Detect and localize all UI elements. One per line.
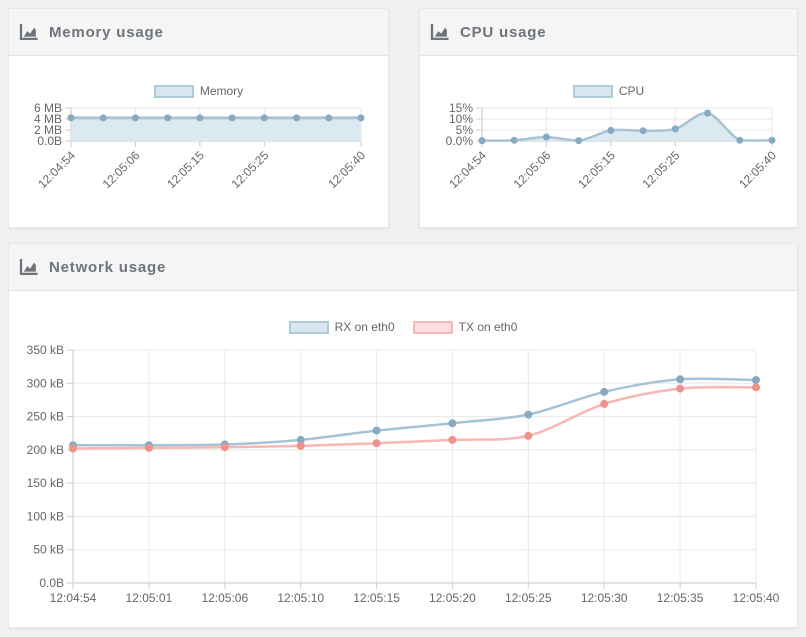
rx-on-eth0-data-point: [372, 426, 381, 435]
cpu-data-point: [639, 127, 647, 135]
x-tick-label: 12:04:54: [446, 148, 489, 191]
memory-data-point: [67, 114, 75, 122]
y-tick-label: 50 kB: [33, 543, 64, 557]
y-tick-label: 4 MB: [34, 112, 62, 126]
y-tick-label: 2 MB: [34, 123, 62, 137]
rx-on-eth0-series-line: [71, 377, 758, 447]
cpu-data-point: [542, 133, 550, 141]
x-tick-label: 12:05:06: [100, 148, 143, 191]
network-panel-header: Network usage: [9, 244, 797, 291]
x-tick-label: 12:05:25: [639, 148, 682, 191]
rx-on-eth0-data-point: [524, 410, 533, 419]
cpu-panel-header: CPU usage: [420, 9, 797, 56]
memory-data-point: [228, 114, 236, 122]
rx-on-eth0-data-point: [448, 419, 457, 428]
panel-title: Network usage: [49, 258, 167, 276]
memory-data-point: [99, 114, 107, 122]
x-tick-label: 12:05:40: [736, 148, 779, 191]
cpu-data-point: [510, 136, 518, 144]
cpu-series-area: [482, 112, 772, 141]
tx-on-eth0-data-point: [69, 444, 77, 453]
cpu-series-line: [480, 111, 774, 142]
tx-on-eth0-data-point: [600, 399, 609, 408]
cpu-data-point: [768, 136, 776, 144]
memory-series-area: [71, 117, 361, 141]
tx-on-eth0-data-point: [676, 384, 685, 393]
x-tick-label: 12:05:40: [733, 591, 780, 605]
cpu-data-point: [736, 136, 744, 144]
cpu-data-point: [671, 125, 679, 133]
panel-title: Memory usage: [49, 23, 164, 41]
y-tick-label: 5%: [456, 123, 474, 137]
y-tick-label: 150 kB: [27, 476, 64, 490]
memory-data-point: [293, 114, 301, 122]
network-usage-chart[interactable]: 0.0B 50 kB 100 kB 150 kB 200 kB 250 kB 300 kB 3…: [9, 292, 797, 628]
x-tick-label: 12:05:25: [228, 148, 271, 191]
memory-data-point: [164, 114, 172, 122]
cpu-data-point: [478, 137, 486, 145]
x-tick-label: 12:04:54: [35, 148, 78, 191]
x-tick-label: 12:05:01: [126, 591, 173, 605]
x-tick-label: 12:05:15: [164, 148, 207, 191]
x-tick-label: 12:05:15: [353, 591, 400, 605]
x-tick-label: 12:05:30: [581, 591, 628, 605]
area-chart-icon: [19, 24, 38, 40]
tx-on-eth0-data-point: [372, 439, 381, 448]
x-tick-label: 12:05:06: [201, 591, 248, 605]
y-tick-label: 200 kB: [27, 443, 64, 457]
x-tick-label: 12:05:20: [429, 591, 476, 605]
y-tick-label: 100 kB: [27, 509, 64, 523]
x-tick-label: 12:05:35: [657, 591, 704, 605]
tx-on-eth0-data-point: [448, 435, 457, 444]
cpu-usage-panel: CPU usage CPU 0.0% 5% 10% 15% 12:04:54 12:05:…: [419, 8, 798, 228]
tx-on-eth0-data-point: [296, 441, 305, 450]
cpu-data-point: [575, 137, 583, 145]
network-chart-body: RX on eth0 TX on eth0 0.0B 50 kB 100 kB 150 …: [9, 292, 797, 627]
area-chart-icon: [430, 24, 449, 40]
rx-on-eth0-data-point: [676, 375, 685, 384]
y-tick-label: 0.0B: [37, 134, 62, 148]
memory-chart-body: Memory 0.0B 2 MB 4 MB 6 MB 12:04:54 12:05:06 1…: [9, 57, 388, 227]
memory-usage-chart[interactable]: 0.0B2 MB4 MB6 MB 12:04:54 12:05:06 12:05:15…: [9, 57, 388, 229]
memory-data-point: [131, 114, 139, 122]
tx-on-eth0-data-point: [524, 431, 533, 440]
y-tick-label: 350 kB: [27, 343, 64, 357]
tx-on-eth0-series-line: [71, 385, 758, 450]
memory-data-point: [260, 114, 268, 122]
memory-data-point: [357, 114, 365, 122]
y-tick-label: 0.0B: [39, 576, 64, 590]
rx-on-eth0-data-point: [600, 387, 609, 396]
memory-data-point: [325, 114, 333, 122]
panel-title: CPU usage: [460, 23, 547, 41]
x-tick-label: 12:05:10: [277, 591, 324, 605]
cpu-data-point: [607, 126, 615, 134]
y-tick-label: 10%: [449, 112, 473, 126]
y-tick-label: 0.0%: [446, 134, 474, 148]
x-tick-label: 12:05:06: [511, 148, 554, 191]
cpu-chart-body: CPU 0.0% 5% 10% 15% 12:04:54 12:05:06 12:05:15…: [420, 57, 797, 227]
memory-panel-header: Memory usage: [9, 9, 388, 56]
memory-usage-panel: Memory usage Memory 0.0B 2 MB 4 MB 6 MB 12:0…: [8, 8, 389, 228]
tx-on-eth0-data-point: [144, 443, 153, 452]
rx-on-eth0-data-point: [296, 435, 305, 444]
x-tick-label: 12:05:40: [325, 148, 368, 191]
y-tick-label: 250 kB: [27, 410, 64, 424]
cpu-usage-chart[interactable]: 0.0%5%10%15% 12:04:54 12:05:06 12:05:15 12:0…: [420, 57, 797, 229]
rx-on-eth0-data-point: [752, 376, 760, 384]
memory-data-point: [196, 114, 204, 122]
x-tick-label: 12:05:15: [575, 148, 618, 191]
tx-on-eth0-data-point: [220, 443, 229, 452]
y-tick-label: 15%: [449, 101, 473, 115]
x-tick-label: 12:04:54: [50, 591, 97, 605]
x-tick-label: 12:05:25: [505, 591, 552, 605]
network-usage-panel: Network usage RX on eth0 TX on eth0 0.0B 5…: [8, 243, 798, 628]
cpu-data-point: [704, 109, 712, 117]
y-tick-label: 300 kB: [27, 376, 64, 390]
y-tick-label: 6 MB: [34, 101, 62, 115]
tx-on-eth0-data-point: [752, 383, 760, 392]
area-chart-icon: [19, 259, 38, 275]
